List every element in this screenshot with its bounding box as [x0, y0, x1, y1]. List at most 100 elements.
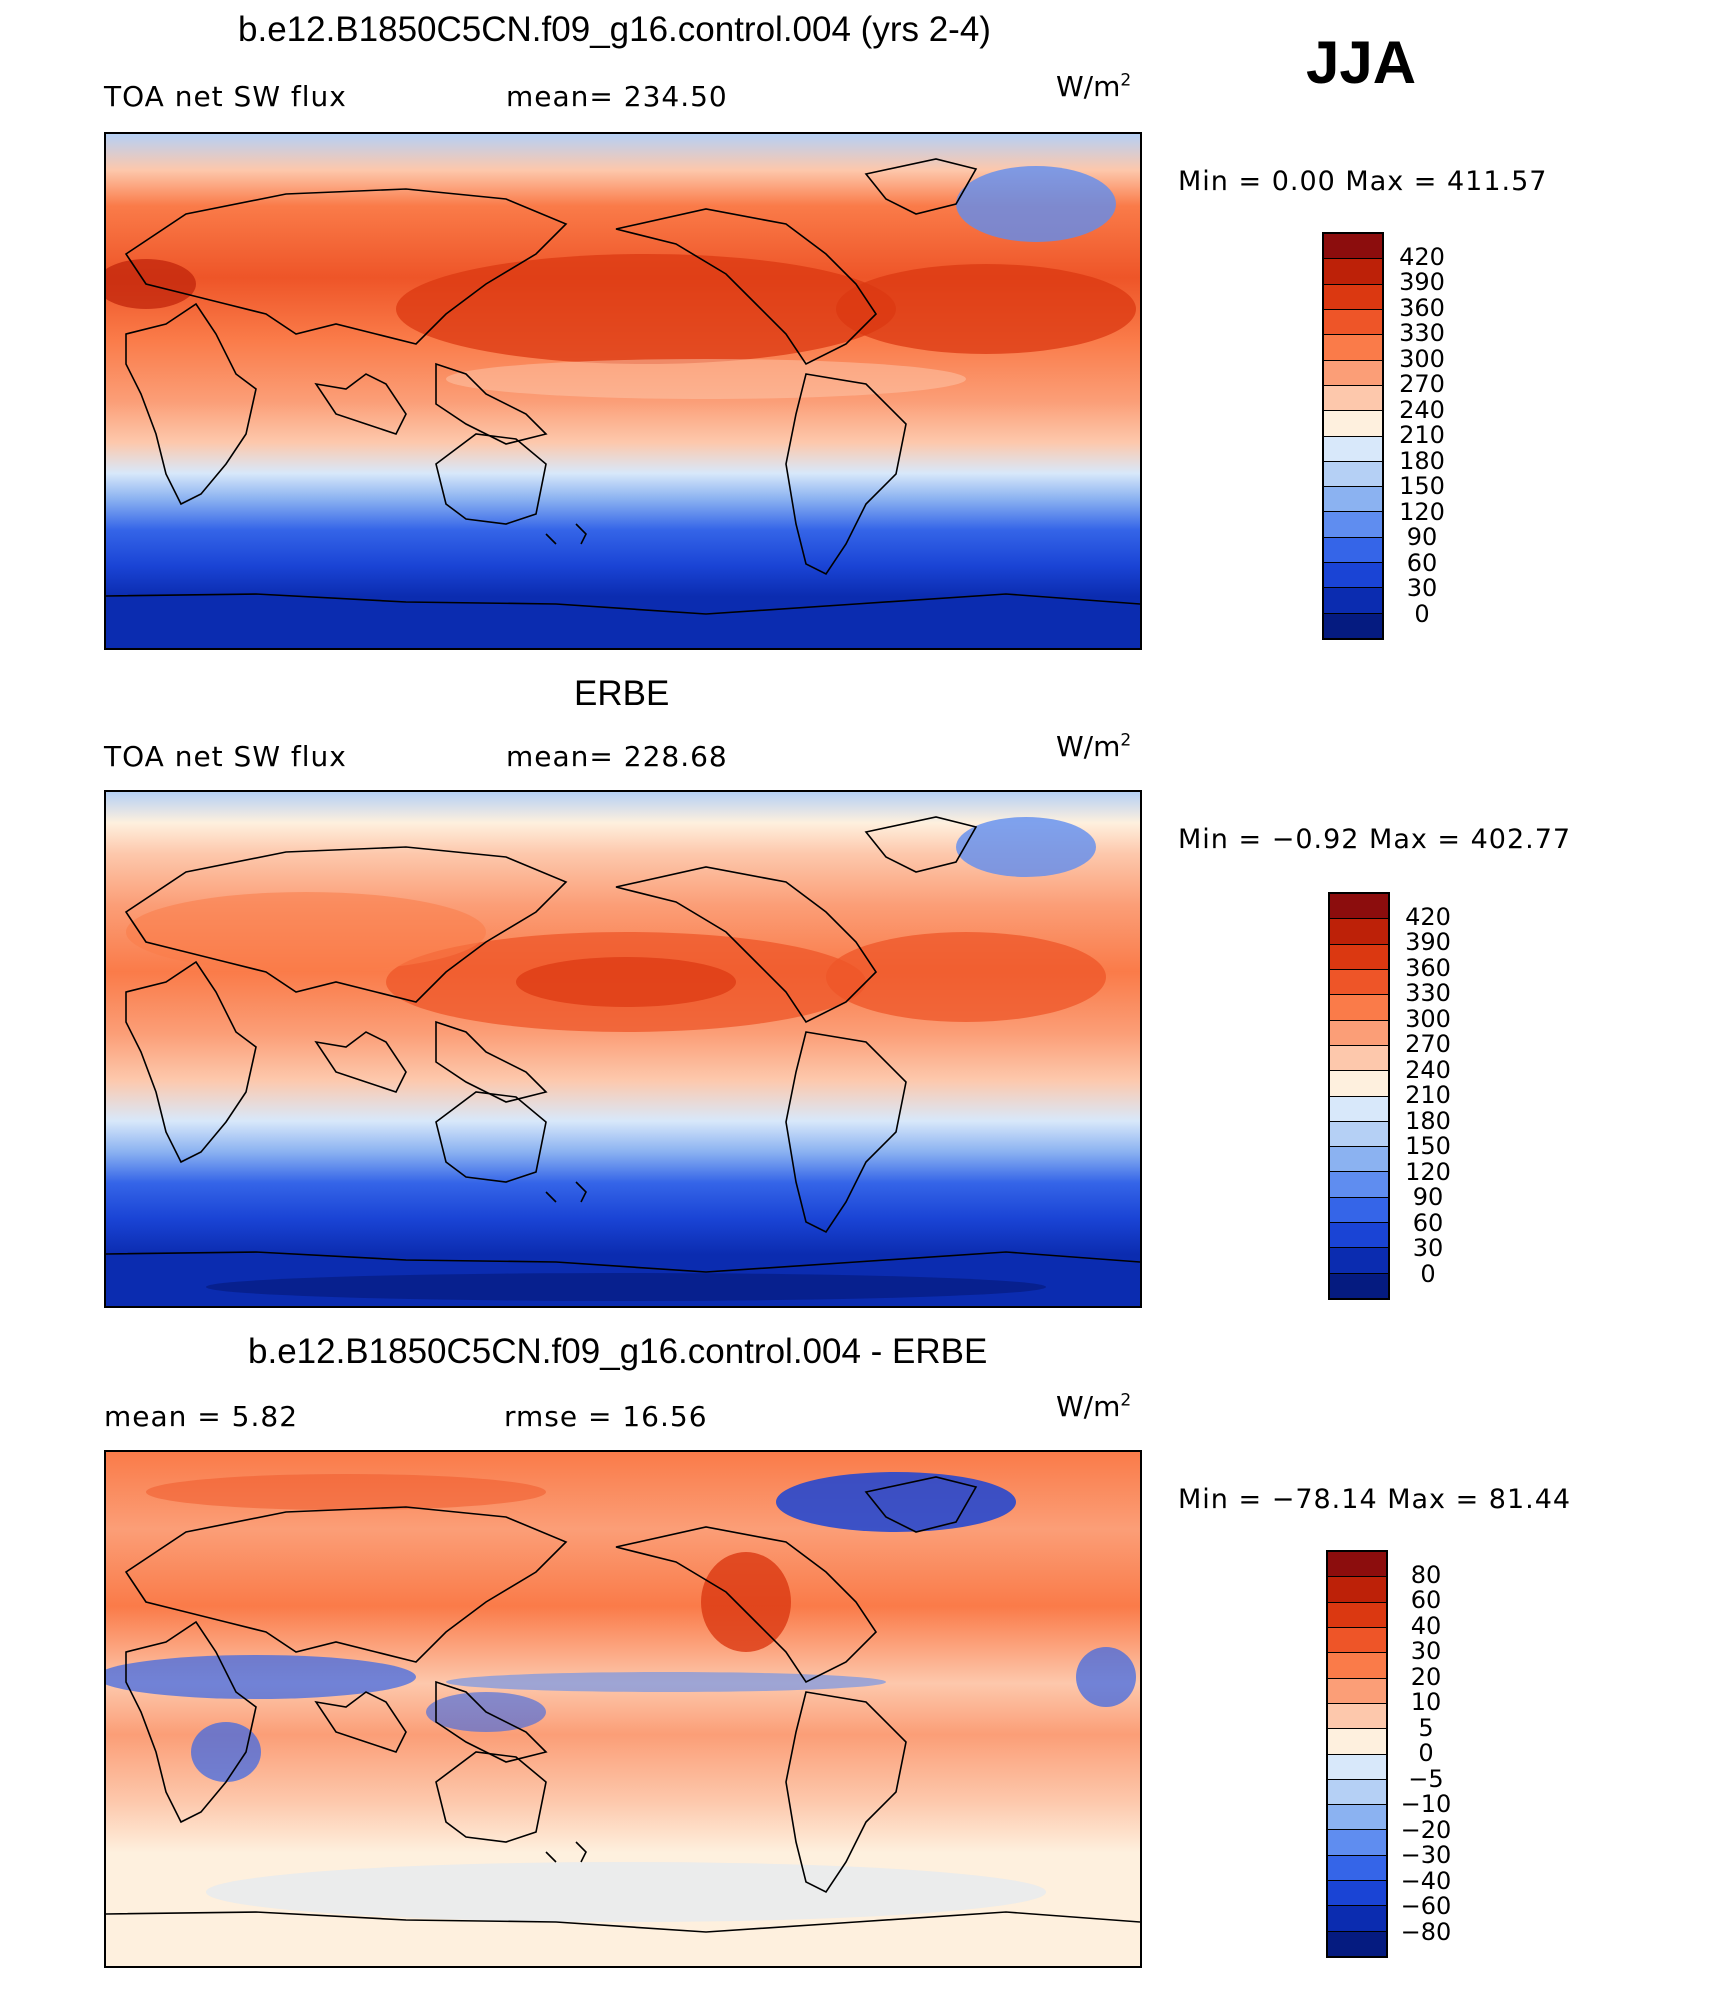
- colorbar-segment: [1328, 1855, 1386, 1882]
- colorbar-tick-label: −60: [1400, 1892, 1452, 1920]
- colorbar-tick-label: 360: [1399, 293, 1445, 322]
- colorbar-tick-label: 270: [1405, 1030, 1451, 1058]
- colorbar-tick-label: 30: [1410, 1637, 1442, 1665]
- colorbar-tick-label: 0: [1414, 599, 1430, 628]
- colorbar-segment: [1328, 1577, 1386, 1603]
- panel-2-map: [104, 790, 1142, 1308]
- colorbar-segment: [1328, 1602, 1386, 1628]
- panel-1-units: W/m2: [1056, 70, 1132, 103]
- colorbar-segment: [1330, 919, 1388, 945]
- colorbar-tick-label: 30: [1406, 574, 1438, 602]
- colorbar-tick-label: 240: [1405, 1055, 1451, 1084]
- colorbar-segment: [1330, 1197, 1388, 1224]
- colorbar-tick-label: −40: [1400, 1866, 1452, 1895]
- colorbar-segment: [1328, 1830, 1386, 1856]
- colorbar-tick-label: 180: [1399, 446, 1445, 475]
- panel-3-units: W/m2: [1056, 1390, 1132, 1423]
- colorbar-segment: [1324, 487, 1382, 513]
- colorbar-tick-label: 420: [1405, 902, 1451, 931]
- panel-3-map: [104, 1450, 1142, 1968]
- colorbar-tick-label: −80: [1400, 1917, 1452, 1946]
- panel-2-variable-label: TOA net SW flux: [104, 740, 347, 773]
- colorbar-segment: [1328, 1779, 1386, 1806]
- panel-1-min-max: Min = 0.00 Max = 411.57: [1178, 166, 1548, 197]
- colorbar-segment: [1324, 537, 1382, 564]
- colorbar-tick-label: 150: [1399, 472, 1445, 500]
- colorbar-segment: [1330, 1273, 1388, 1298]
- panel-1-title: b.e12.B1850C5CN.f09_g16.control.004 (yrs…: [238, 10, 991, 49]
- colorbar-segment: [1330, 1248, 1388, 1274]
- colorbar-segment: [1328, 1906, 1386, 1932]
- colorbar-tick-label: 240: [1399, 395, 1445, 424]
- colorbar-tick-label: 60: [1412, 1208, 1444, 1237]
- panel-2-min-max: Min = −0.92 Max = 402.77: [1178, 824, 1572, 855]
- colorbar-tick-label: 420: [1399, 242, 1445, 271]
- colorbar-segment: [1328, 1703, 1386, 1730]
- colorbar-tick-label: −5: [1408, 1764, 1444, 1793]
- panel-2-units: W/m2: [1056, 730, 1132, 763]
- colorbar-tick-label: 90: [1406, 523, 1438, 551]
- panel-2-colorbar-segments: [1330, 894, 1388, 1298]
- colorbar-segment: [1324, 563, 1382, 589]
- colorbar-segment: [1324, 411, 1382, 437]
- panel-2-colorbar: [1328, 892, 1390, 1300]
- panel-1-colorbar-labels: 420 390 360 330 300 270 240 210 180 150 120 90 60 30 0: [1392, 232, 1452, 640]
- colorbar-tick-label: 210: [1399, 421, 1445, 449]
- colorbar-segment: [1328, 1653, 1386, 1679]
- colorbar-segment: [1330, 1121, 1388, 1148]
- panel-1-mean-label: mean= 234.50: [506, 80, 728, 113]
- panel-1-map: [104, 132, 1142, 650]
- colorbar-segment: [1330, 894, 1388, 920]
- colorbar-tick-label: 80: [1410, 1560, 1442, 1589]
- colorbar-segment: [1324, 461, 1382, 488]
- panel-3-colorbar-segments: [1328, 1552, 1386, 1956]
- panel-3-mean-label: mean = 5.82: [104, 1400, 299, 1433]
- colorbar-tick-label: −10: [1400, 1790, 1452, 1818]
- season-label: JJA: [1306, 29, 1417, 96]
- colorbar-segment: [1330, 1071, 1388, 1097]
- colorbar-segment: [1324, 335, 1382, 361]
- colorbar-segment: [1328, 1931, 1386, 1956]
- colorbar-segment: [1324, 436, 1382, 462]
- colorbar-segment: [1328, 1552, 1386, 1578]
- colorbar-segment: [1328, 1627, 1386, 1654]
- colorbar-tick-label: 390: [1405, 928, 1451, 956]
- colorbar-tick-label: 0: [1418, 1739, 1434, 1767]
- colorbar-tick-label: 120: [1405, 1157, 1451, 1186]
- panel-3-min-max: Min = −78.14 Max = 81.44: [1178, 1484, 1572, 1515]
- colorbar-tick-label: 30: [1412, 1234, 1444, 1262]
- panel-3-colorbar: [1326, 1550, 1388, 1958]
- colorbar-segment: [1324, 613, 1382, 638]
- panel-3-colorbar-labels: 80 60 40 30 20 10 5 0 −5 −10 −20 −30 −40 −60 −80: [1396, 1550, 1456, 1958]
- colorbar-segment: [1324, 309, 1382, 336]
- colorbar-segment: [1324, 512, 1382, 538]
- panel-3-rmse-label: rmse = 16.56: [504, 1400, 708, 1433]
- colorbar-segment: [1328, 1678, 1386, 1704]
- colorbar-segment: [1330, 1223, 1388, 1249]
- colorbar-segment: [1330, 1147, 1388, 1173]
- colorbar-segment: [1330, 1096, 1388, 1122]
- colorbar-tick-label: 5: [1418, 1713, 1434, 1742]
- panel-1-colorbar-segments: [1324, 234, 1382, 638]
- colorbar-tick-label: 60: [1406, 548, 1438, 577]
- colorbar-tick-label: 0: [1420, 1259, 1436, 1288]
- colorbar-tick-label: 20: [1410, 1662, 1442, 1691]
- colorbar-tick-label: 150: [1405, 1132, 1451, 1160]
- colorbar-tick-label: 330: [1399, 319, 1445, 347]
- colorbar-segment: [1324, 284, 1382, 310]
- colorbar-tick-label: 120: [1399, 497, 1445, 526]
- colorbar-tick-label: 390: [1399, 268, 1445, 296]
- colorbar-tick-label: 90: [1412, 1183, 1444, 1211]
- colorbar-tick-label: 210: [1405, 1081, 1451, 1109]
- colorbar-segment: [1330, 1045, 1388, 1072]
- colorbar-segment: [1324, 588, 1382, 614]
- colorbar-tick-label: 60: [1410, 1586, 1442, 1614]
- colorbar-segment: [1330, 969, 1388, 996]
- colorbar-segment: [1324, 259, 1382, 285]
- colorbar-segment: [1328, 1805, 1386, 1831]
- colorbar-segment: [1328, 1729, 1386, 1755]
- colorbar-segment: [1324, 385, 1382, 412]
- colorbar-tick-label: 10: [1410, 1688, 1442, 1716]
- colorbar-segment: [1330, 944, 1388, 970]
- colorbar-segment: [1324, 234, 1382, 260]
